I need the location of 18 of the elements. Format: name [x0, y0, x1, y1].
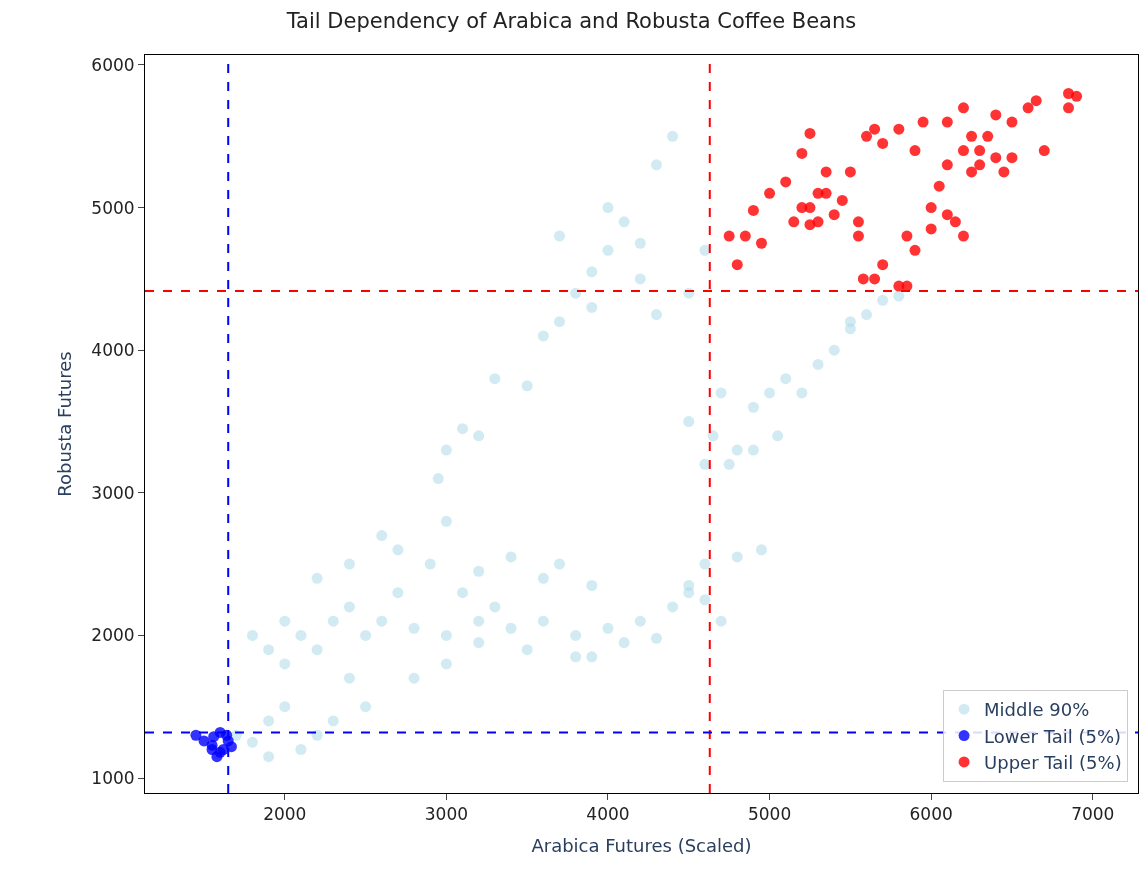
x-tick-label: 6000 — [909, 804, 953, 825]
y-tick-label: 4000 — [91, 340, 135, 361]
x-tick-label: 5000 — [747, 804, 792, 825]
y-tick-label: 6000 — [91, 54, 135, 75]
y-tick-label: 3000 — [91, 482, 135, 503]
y-tick-label: 1000 — [91, 767, 135, 788]
y-axis-title: Robusta Futures — [53, 351, 75, 497]
x-tick-label: 2000 — [263, 804, 307, 825]
x-axis-title: Arabica Futures (Scaled) — [531, 834, 752, 856]
legend-label: Middle 90% — [984, 699, 1090, 721]
chart-title: Tail Dependency of Arabica and Robusta Coffee Beans — [285, 8, 857, 33]
legend-label: Lower Tail (5%) — [984, 725, 1122, 747]
legend-label: Upper Tail (5%) — [984, 751, 1122, 773]
y-tick-label: 2000 — [91, 625, 135, 646]
x-tick-label: 7000 — [1071, 804, 1115, 825]
y-tick-label: 5000 — [91, 197, 135, 218]
x-tick-label: 3000 — [424, 804, 468, 825]
x-tick-label: 4000 — [586, 804, 630, 825]
